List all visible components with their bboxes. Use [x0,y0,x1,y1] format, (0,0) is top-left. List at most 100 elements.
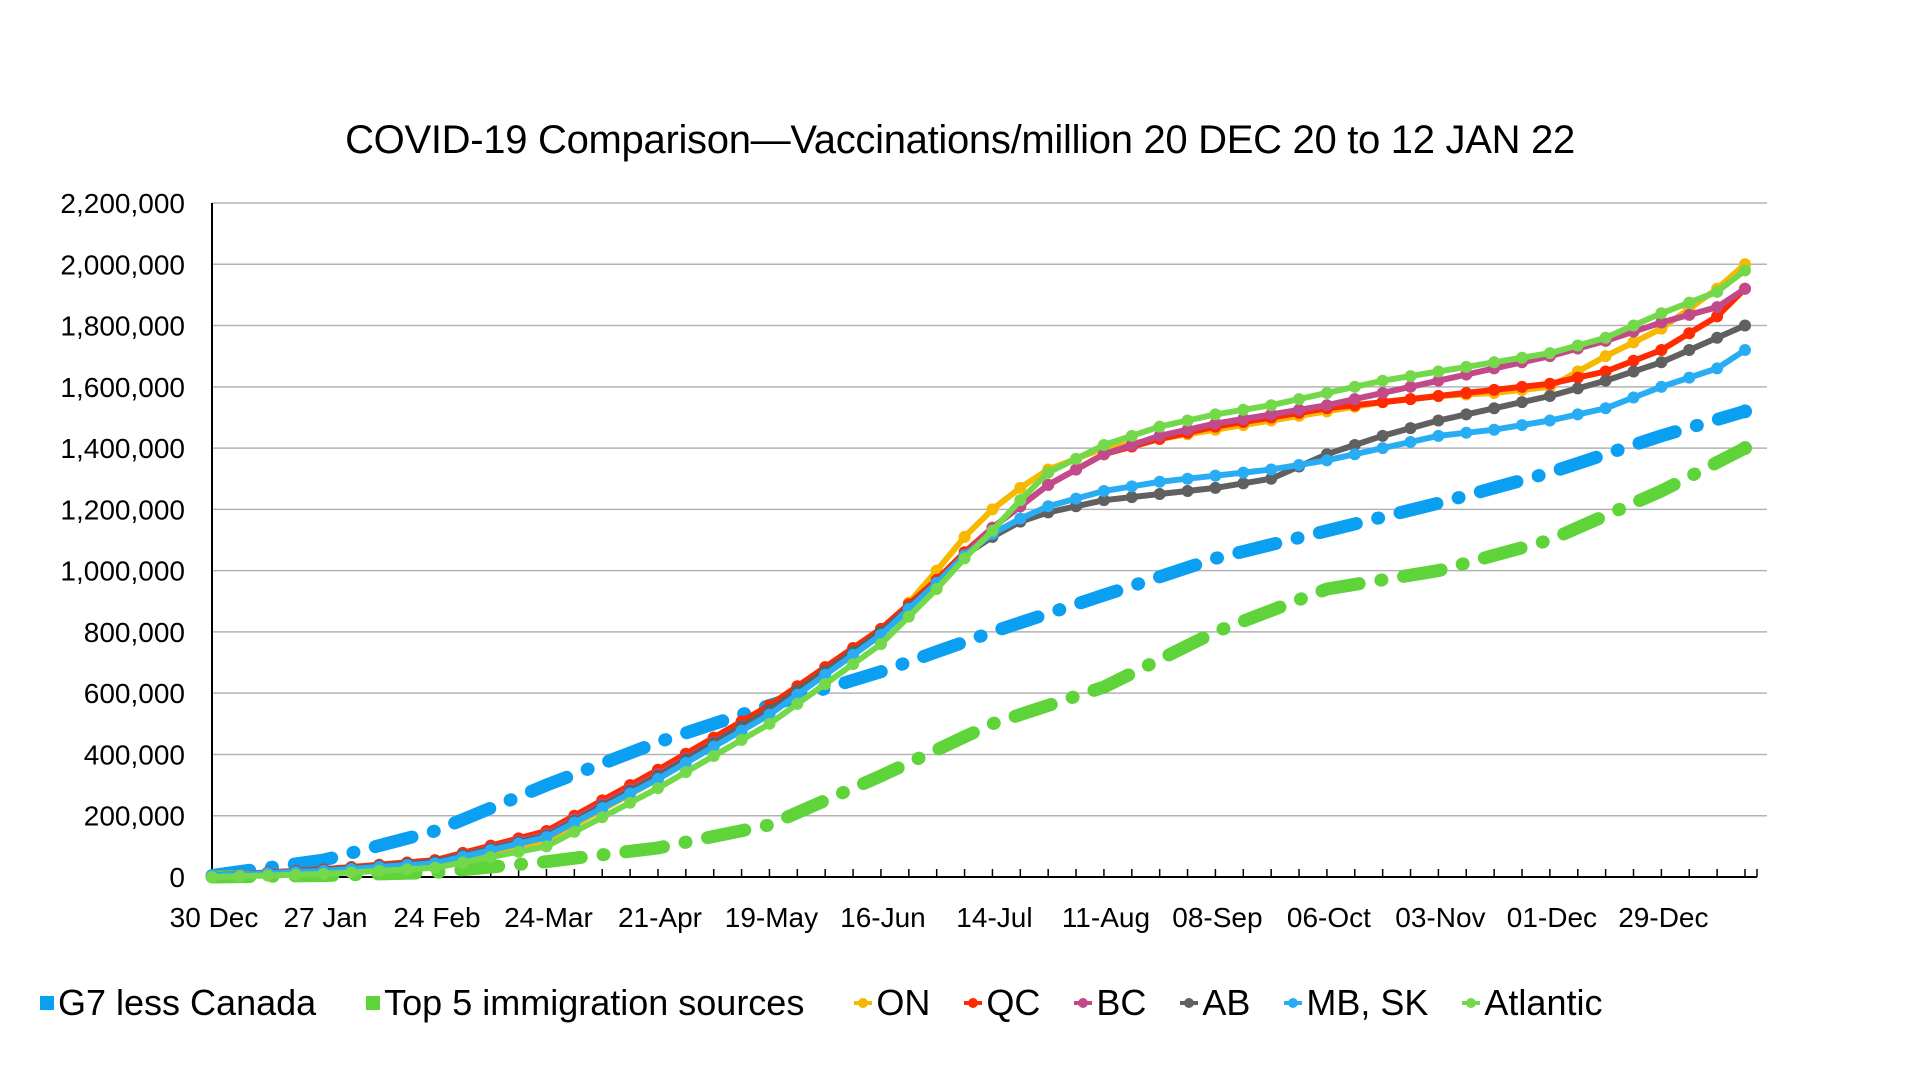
x-tick-label: 11-Aug [1062,902,1150,933]
data-point [1488,356,1501,369]
series-on [206,258,1751,882]
series-atlantic [206,264,1751,883]
data-point [1627,365,1640,378]
data-point [596,802,609,815]
gridlines [212,202,1767,817]
data-point [1655,316,1668,329]
data-point [1599,365,1612,378]
x-tick-label: 14-Jul [956,902,1032,933]
legend-swatch-line-marker [1284,996,1303,1010]
data-point [233,870,246,883]
data-point [1237,466,1250,479]
data-point [1042,478,1055,491]
data-point [428,861,441,874]
data-point [1181,484,1194,497]
data-point [1432,429,1445,442]
data-point [1571,339,1584,352]
data-point [1404,370,1417,383]
series-qc [206,282,1751,882]
data-point [596,811,609,824]
y-tick-label: 1,200,000 [60,494,185,525]
data-point [847,648,860,661]
data-point [1209,481,1222,494]
data-point [1376,386,1389,399]
y-tick-label: 1,000,000 [60,556,185,587]
legend-item-on: ON [854,982,930,1024]
legend-item-qc: QC [964,982,1040,1024]
data-point [958,552,971,565]
x-tick-label: 27 Jan [283,902,367,933]
series-bc [206,282,1751,882]
data-point [1711,285,1724,298]
data-point [1348,439,1361,452]
data-point [1599,374,1612,387]
data-point [373,864,386,877]
data-point [986,503,999,516]
data-point [1488,383,1501,396]
data-point [791,688,804,701]
legend-label: QC [986,982,1041,1023]
y-tick-label: 400,000 [84,739,185,770]
series-line [205,404,1752,882]
data-point [791,697,804,710]
data-point [540,831,553,844]
y-tick-label: 1,400,000 [60,433,185,464]
data-point [1097,439,1110,452]
y-tick-label: 1,800,000 [60,311,185,342]
data-point [1293,458,1306,471]
data-point [1571,382,1584,395]
legend-swatch-square [366,996,381,1010]
data-point [1627,354,1640,367]
x-tick-label: 06-Oct [1287,902,1371,933]
data-point [1153,475,1166,488]
legend-item-bc: BC [1074,982,1146,1024]
data-point [735,724,748,737]
data-point [317,867,330,880]
data-point [289,868,302,881]
data-point [1097,484,1110,497]
series-line [211,347,1747,879]
data-point [1655,380,1668,393]
data-point [763,717,776,730]
data-point [1014,481,1027,494]
data-point [651,772,664,785]
data-point [1683,327,1696,340]
x-tick-label: 24-Mar [504,902,593,933]
legend-label: Atlantic [1484,982,1603,1023]
data-point [1488,402,1501,415]
series-line [211,322,1747,879]
legend-item-ab: AB [1180,982,1250,1024]
data-point [1711,310,1724,323]
data-point [1376,374,1389,387]
x-tick-label: 03-Nov [1395,902,1485,933]
data-point [540,840,553,853]
data-point [735,733,748,746]
data-point [345,866,358,879]
data-point [1320,399,1333,412]
data-point [986,524,999,537]
data-point [1320,386,1333,399]
data-point [1711,362,1724,375]
chart-plot-area: 0 200,000 400,000 600,000 800,000 1,000,000 1,… [60,188,1767,933]
series-ab [206,319,1751,882]
data-point [1181,414,1194,427]
data-point [1460,408,1473,421]
data-point [1655,356,1668,369]
series-line [205,441,1752,884]
data-point [1237,412,1250,425]
data-point [847,658,860,671]
legend-label: Top 5 immigration sources [384,982,805,1023]
x-tick-label: 29-Dec [1618,902,1708,933]
data-point [1543,347,1556,360]
x-tick-label: 08-Sep [1172,902,1262,933]
series-line [211,286,1747,879]
data-point [1460,386,1473,399]
data-point [1599,350,1612,363]
data-point [1181,472,1194,485]
data-point [1460,360,1473,373]
data-point [1683,308,1696,321]
legend-label: MB, SK [1306,982,1429,1023]
data-point [1432,390,1445,403]
legend-item-atlantic: Atlantic [1462,982,1602,1024]
data-point [1209,408,1222,421]
